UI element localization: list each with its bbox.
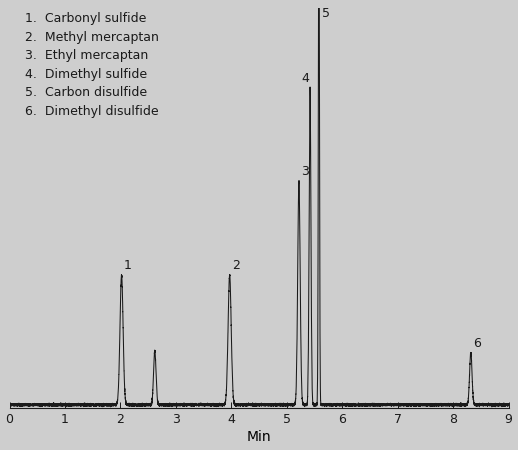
Text: 3: 3 — [301, 166, 309, 178]
Text: 2: 2 — [232, 259, 240, 272]
Text: 1: 1 — [124, 259, 132, 272]
Text: 4: 4 — [301, 72, 310, 85]
X-axis label: Min: Min — [247, 431, 271, 445]
Text: 1.  Carbonyl sulfide
2.  Methyl mercaptan
3.  Ethyl mercaptan
4.  Dimethyl sulfi: 1. Carbonyl sulfide 2. Methyl mercaptan … — [24, 12, 159, 118]
Text: 5: 5 — [322, 7, 329, 20]
Text: 6: 6 — [473, 337, 481, 350]
